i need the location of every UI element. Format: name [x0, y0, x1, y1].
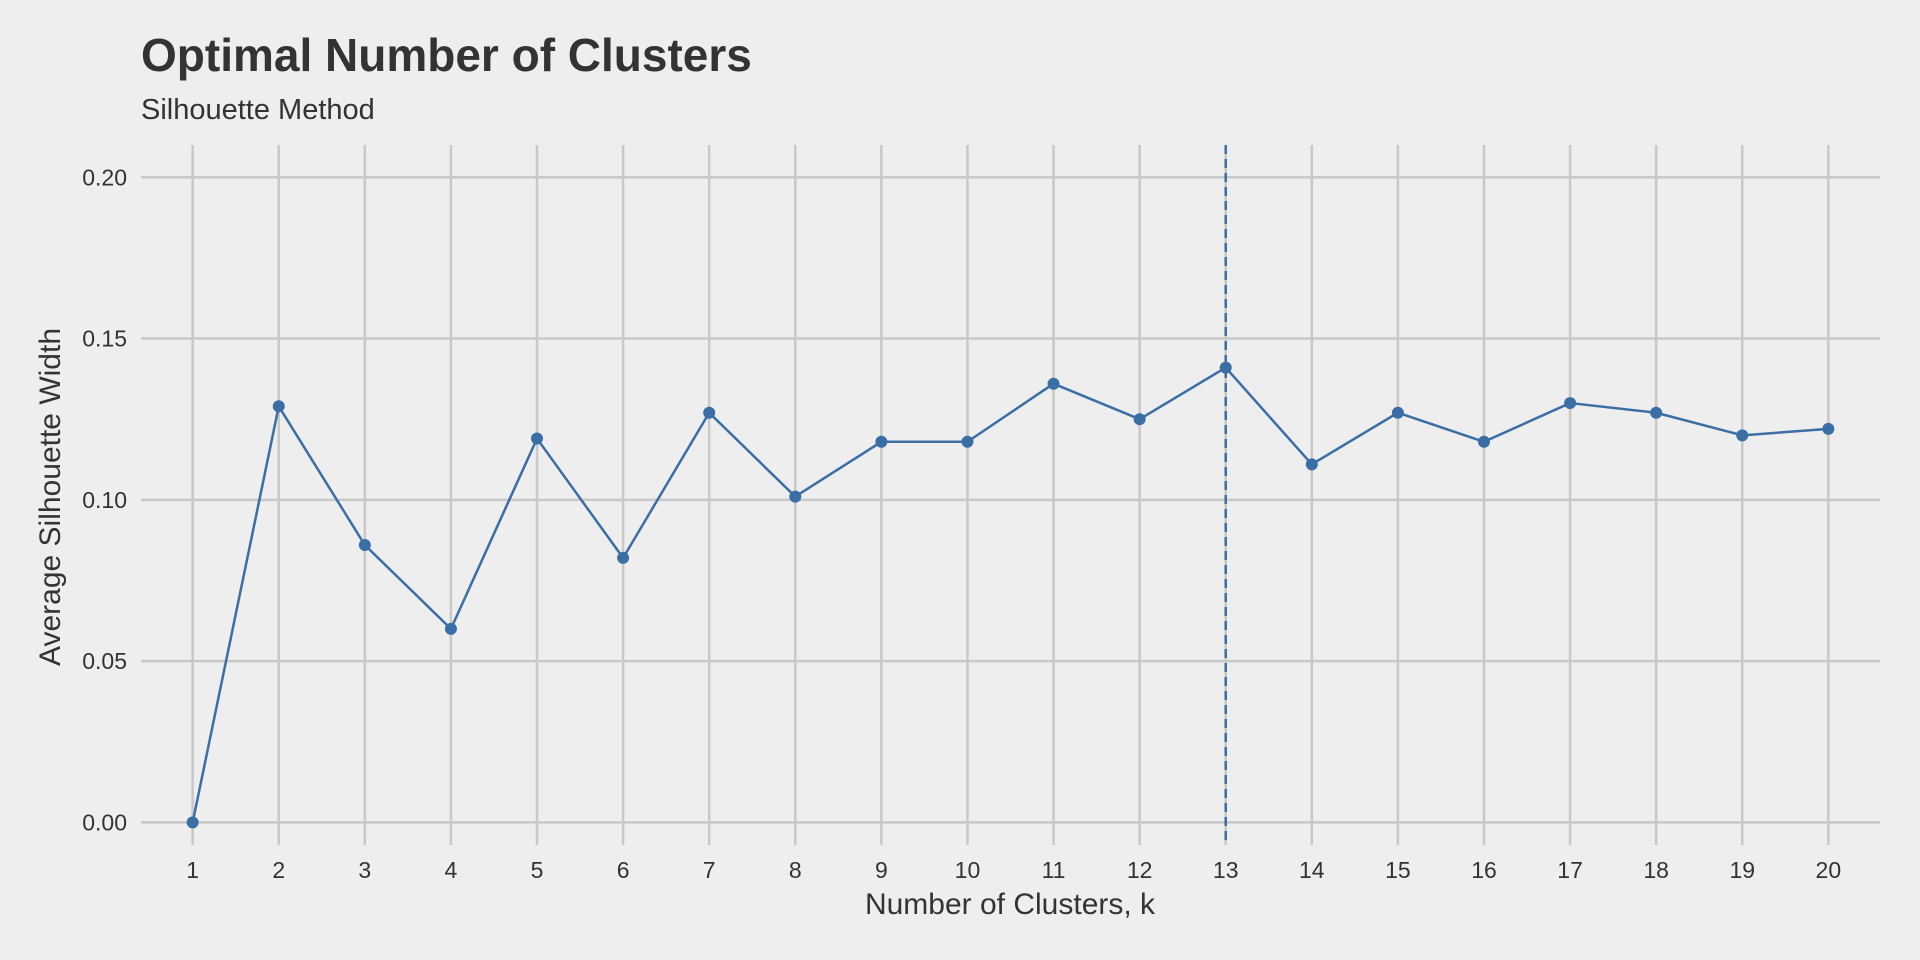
x-tick-label: 3 [358, 857, 371, 883]
y-tick-label: 0.15 [82, 326, 127, 352]
y-tick-label: 0.10 [82, 487, 127, 513]
x-axis-title: Number of Clusters, k [865, 888, 1156, 921]
x-tick-label: 4 [445, 857, 458, 883]
data-point [1736, 429, 1749, 442]
point-layer [186, 361, 1835, 829]
line-layer [191, 366, 1829, 823]
x-tick-label: 18 [1643, 857, 1669, 883]
data-point [1133, 413, 1146, 426]
data-point [1477, 435, 1490, 448]
x-tick-label: 15 [1385, 857, 1411, 883]
x-tick-label: 9 [875, 857, 888, 883]
y-axis-title: Average Silhouette Width [34, 328, 67, 666]
data-point [1305, 458, 1318, 471]
x-tick-label: 13 [1213, 857, 1239, 883]
series-line [191, 366, 1829, 823]
x-tick-label: 20 [1816, 857, 1842, 883]
data-point [186, 816, 199, 829]
data-point [531, 432, 544, 445]
y-tick-label: 0.00 [82, 809, 127, 835]
data-point [1564, 397, 1577, 410]
data-point [1047, 377, 1060, 390]
data-point [1822, 422, 1835, 435]
x-tick-label: 14 [1299, 857, 1325, 883]
y-tick-label: 0.20 [82, 164, 127, 190]
data-point [875, 435, 888, 448]
x-tick-label: 5 [531, 857, 544, 883]
data-point [272, 400, 285, 413]
data-point [358, 539, 371, 551]
data-point [1650, 406, 1663, 419]
data-point [789, 490, 802, 503]
x-tick-label: 12 [1127, 857, 1153, 883]
data-point [961, 435, 974, 448]
x-tick-label: 19 [1729, 857, 1755, 883]
data-point [1391, 406, 1404, 419]
x-tick-label: 11 [1042, 857, 1066, 883]
x-tick-label: 6 [617, 857, 630, 883]
x-tick-label: 2 [272, 857, 285, 883]
x-tick-label: 7 [703, 857, 716, 883]
chart-title: Optimal Number of Clusters [141, 29, 752, 81]
x-tick-label: 16 [1471, 857, 1497, 883]
x-tick-label: 17 [1557, 857, 1583, 883]
data-point [703, 406, 716, 419]
chart-subtitle: Silhouette Method [141, 94, 375, 126]
data-point [444, 622, 457, 635]
data-point [617, 551, 630, 564]
x-tick-label: 1 [186, 857, 199, 883]
data-point [1219, 361, 1232, 374]
label-layer: 0.000.050.100.150.201 2 3 4 5 6 7 8 9 10 11 12 13 14 1… [82, 164, 1841, 883]
x-tick-label: 8 [789, 857, 802, 883]
grid-layer [141, 145, 1880, 845]
x-tick-label: 10 [955, 857, 981, 883]
y-tick-label: 0.05 [82, 648, 127, 674]
